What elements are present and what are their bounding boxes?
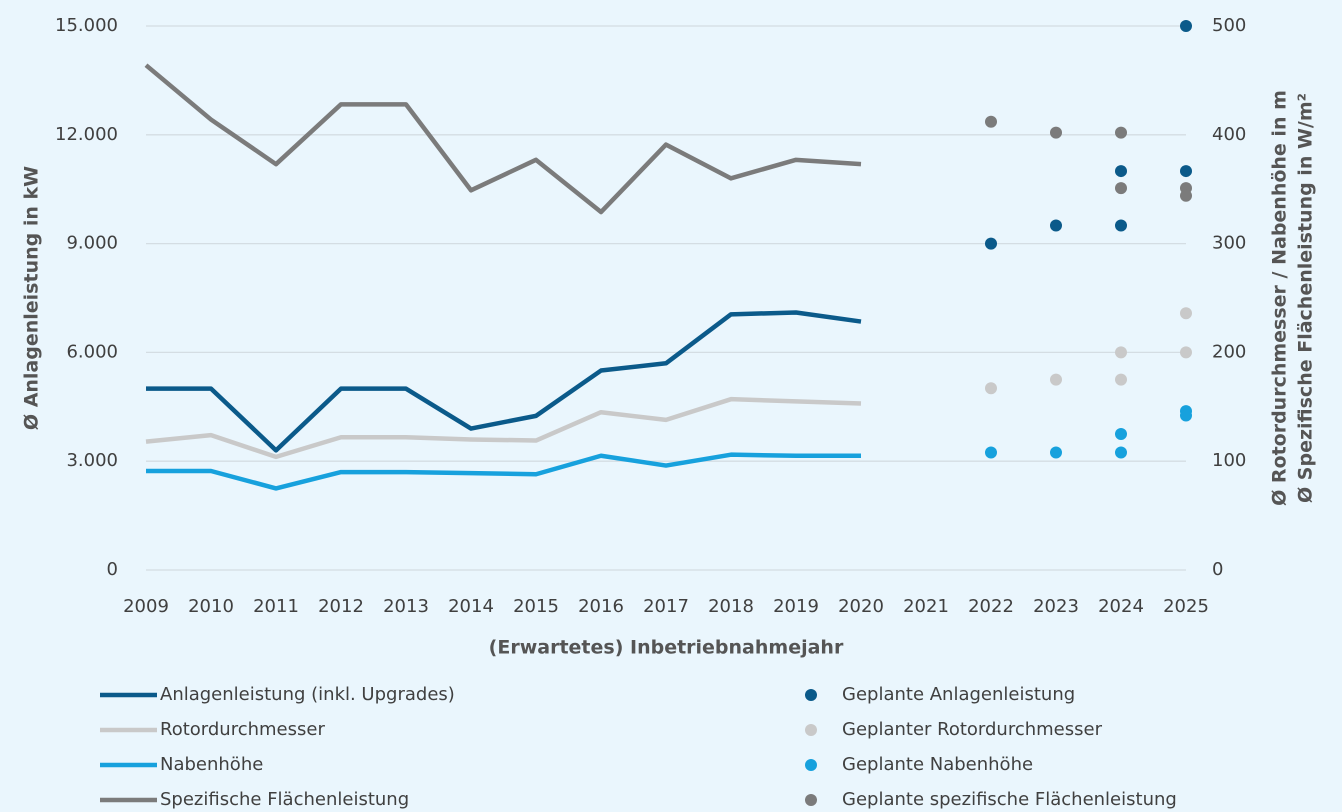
y-tick-label: 3.000 — [66, 450, 118, 471]
x-tick-label: 2014 — [448, 596, 494, 617]
line-series — [144, 63, 862, 215]
scatter-point — [1180, 165, 1192, 178]
y2-axis-label: Ø Rotordurchmesser / Nabenhöhe in m — [1269, 90, 1291, 506]
y2-tick-label: 400 — [1212, 124, 1246, 145]
legend-label: Rotordurchmesser — [160, 719, 325, 740]
scatter-point — [1050, 446, 1062, 459]
x-tick-label: 2016 — [578, 596, 624, 617]
scatter-point — [1180, 307, 1192, 320]
y2-tick-label: 200 — [1212, 341, 1246, 362]
scatter-point — [1115, 446, 1127, 459]
line-series — [146, 452, 861, 491]
x-tick-label: 2010 — [188, 596, 234, 617]
scatter-point — [1180, 409, 1192, 422]
scatter-point — [1115, 373, 1127, 386]
x-tick-label: 2020 — [838, 596, 884, 617]
y-tick-label: 12.000 — [55, 124, 118, 145]
x-tick-label: 2013 — [383, 596, 429, 617]
x-tick-label: 2012 — [318, 596, 364, 617]
scatter-point — [1115, 126, 1127, 139]
legend-label: Geplante spezifische Flächenleistung — [842, 789, 1177, 810]
scatter-point — [985, 115, 997, 128]
legend-label: Spezifische Flächenleistung — [160, 789, 409, 810]
y-tick-label: 6.000 — [66, 341, 118, 362]
legend-label: Anlagenleistung (inkl. Upgrades) — [160, 684, 455, 705]
x-tick-label: 2019 — [773, 596, 819, 617]
x-tick-label: 2024 — [1098, 596, 1144, 617]
legend-swatch — [805, 689, 817, 701]
x-axis-label: (Erwartetes) Inbetriebnahmejahr — [489, 637, 844, 659]
legend-swatch — [805, 794, 817, 806]
scatter-point — [1180, 20, 1192, 32]
legend-swatch — [805, 724, 817, 736]
scatter-point — [1180, 189, 1192, 202]
legend-label: Geplanter Rotordurchmesser — [842, 719, 1103, 740]
scatter-point — [985, 446, 997, 459]
x-tick-label: 2021 — [903, 596, 949, 617]
scatter-point — [985, 237, 997, 250]
legend-swatch — [805, 759, 817, 771]
scatter-point — [1115, 346, 1127, 359]
y2-tick-label: 500 — [1212, 15, 1246, 36]
y-axis-label: Ø Anlagenleistung in kW — [21, 166, 43, 430]
y2-tick-label: 300 — [1212, 233, 1246, 254]
y2-tick-label: 100 — [1212, 450, 1246, 471]
scatter-point — [1050, 373, 1062, 386]
y-tick-label: 0 — [107, 559, 118, 580]
line-series — [146, 310, 862, 453]
y2-axis-label: Ø Spezifische Flächenleistung in W/m² — [1295, 93, 1317, 503]
y-tick-label: 15.000 — [55, 15, 118, 36]
y2-tick-label: 0 — [1212, 559, 1223, 580]
legend-label: Nabenhöhe — [160, 754, 263, 775]
y-tick-label: 9.000 — [66, 233, 118, 254]
scatter-point — [1115, 165, 1127, 178]
x-tick-label: 2022 — [968, 596, 1014, 617]
scatter-point — [985, 382, 997, 395]
scatter-point — [1050, 219, 1062, 232]
x-tick-label: 2025 — [1163, 596, 1209, 617]
scatter-point — [1180, 346, 1192, 359]
scatter-point — [1050, 126, 1062, 139]
legend-label: Geplante Nabenhöhe — [842, 754, 1033, 775]
x-tick-label: 2015 — [513, 596, 559, 617]
legend-label: Geplante Anlagenleistung — [842, 684, 1075, 705]
scatter-point — [1115, 182, 1127, 195]
x-tick-label: 2018 — [708, 596, 754, 617]
scatter-point — [1115, 428, 1127, 440]
line-series — [145, 396, 862, 460]
x-tick-label: 2011 — [253, 596, 299, 617]
scatter-point — [1115, 219, 1127, 232]
x-tick-label: 2023 — [1033, 596, 1079, 617]
x-tick-label: 2009 — [123, 596, 169, 617]
x-tick-label: 2017 — [643, 596, 689, 617]
